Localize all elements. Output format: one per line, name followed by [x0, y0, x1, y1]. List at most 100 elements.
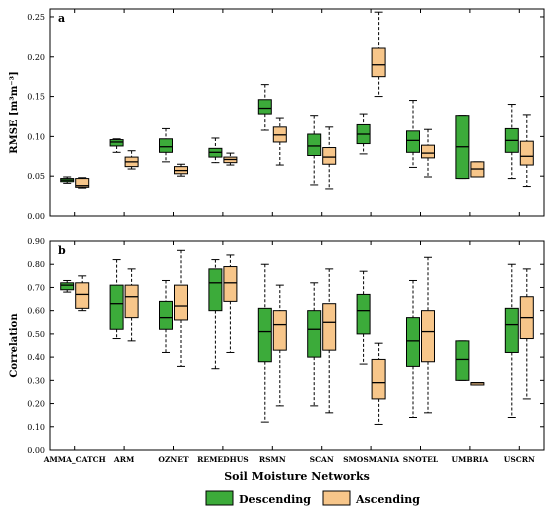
descending-box: [504, 263, 519, 418]
descending-box: [257, 263, 272, 423]
descending-box: [406, 100, 420, 168]
ascending-box: [371, 11, 386, 98]
iqr-box: [257, 307, 272, 363]
y-tick-label: 0.90: [27, 237, 45, 246]
descending-box: [307, 282, 322, 407]
ascending-box: [272, 117, 287, 166]
y-tick-label: 0.25: [27, 13, 45, 22]
descending-box: [406, 279, 420, 418]
y-tick-label: 0.10: [27, 423, 45, 432]
legend-swatch: [205, 490, 234, 506]
descending-box: [356, 113, 371, 155]
legend-label: Ascending: [355, 493, 420, 506]
ascending-box: [223, 152, 238, 166]
iqr-box: [75, 282, 90, 309]
y-tick-label: 0.80: [27, 260, 45, 269]
iqr-box: [109, 284, 124, 330]
plot-frame: [49, 240, 545, 451]
descending-box: [159, 127, 173, 163]
iqr-box: [208, 268, 223, 312]
x-tick-label: REMEDHUS: [197, 455, 249, 464]
y-tick-label: 0.10: [27, 132, 45, 141]
ascending-box: [470, 161, 485, 178]
descending-box: [307, 115, 322, 186]
descending-box: [60, 176, 75, 184]
iqr-box: [504, 307, 519, 353]
descending-box: [356, 270, 371, 365]
y-tick-label: 0.00: [27, 212, 45, 221]
descending-box: [208, 137, 223, 164]
ascending-box: [519, 268, 534, 400]
y-tick-label: 0.60: [27, 307, 45, 316]
iqr-box: [421, 144, 435, 159]
descending-box: [257, 84, 272, 131]
x-tick-label: UMBRIA: [452, 455, 489, 464]
ascending-box: [322, 126, 337, 190]
x-axis-label: Soil Moisture Networks: [224, 470, 370, 483]
descending-box: [504, 104, 519, 180]
iqr-box: [307, 310, 322, 358]
x-tick-label: AMMA_CATCH: [43, 455, 106, 464]
ascending-box: [272, 284, 287, 407]
legend-swatch: [322, 490, 351, 506]
rmse-panel: a 0.00 0.05 0.10 0.15 0.20 0.25 RMSE [m³m⁻³]: [9, 8, 545, 221]
iqr-box: [455, 340, 470, 381]
y-tick-label: 0.20: [27, 53, 45, 62]
iqr-box: [519, 140, 534, 166]
x-tick-label: OZNET: [158, 455, 189, 464]
iqr-box: [322, 303, 337, 351]
ascending-box: [75, 177, 90, 189]
ascending-box: [421, 256, 435, 414]
iqr-box: [109, 139, 124, 147]
ascending-box: [223, 254, 238, 353]
iqr-box: [174, 284, 188, 321]
descending-box: [455, 340, 470, 381]
iqr-box: [371, 358, 386, 400]
iqr-box: [272, 310, 287, 351]
ascending-box: [124, 268, 139, 342]
y-axis-label: Correlation: [9, 313, 20, 378]
ascending-box: [470, 382, 485, 386]
ascending-box: [75, 275, 90, 312]
ascending-box: [124, 150, 139, 170]
ascending-box: [174, 163, 188, 177]
x-tick-label: SMOSMANIA: [343, 455, 399, 464]
descending-box: [109, 259, 124, 340]
ascending-box: [519, 114, 534, 188]
y-tick-label: 0.50: [27, 330, 45, 339]
panel-label: a: [58, 12, 65, 25]
iqr-box: [406, 317, 420, 367]
ascending-box: [421, 128, 435, 178]
ascending-box: [322, 268, 337, 414]
x-tick-label: USCRN: [504, 455, 535, 464]
iqr-box: [159, 300, 173, 330]
ascending-box: [174, 249, 188, 367]
ascending-box: [371, 342, 386, 425]
x-tick-label: RSMN: [259, 455, 286, 464]
iqr-box: [406, 130, 420, 153]
y-tick-label: 0.20: [27, 400, 45, 409]
iqr-box: [223, 266, 238, 302]
iqr-box: [322, 147, 337, 165]
iqr-box: [75, 178, 90, 188]
y-axis-label: RMSE [m³m⁻³]: [9, 71, 20, 153]
iqr-box: [159, 138, 173, 153]
iqr-box: [257, 99, 272, 115]
iqr-box: [60, 282, 75, 291]
descending-box: [60, 279, 75, 293]
y-tick-label: 0.00: [27, 446, 45, 455]
legend-label: Descending: [239, 493, 311, 506]
descending-box: [159, 279, 173, 353]
iqr-box: [371, 47, 386, 78]
y-tick-label: 0.15: [27, 93, 45, 102]
y-tick-label: 0.70: [27, 283, 45, 292]
iqr-box: [307, 133, 322, 156]
y-tick-label: 0.30: [27, 376, 45, 385]
x-tick-label: ARM: [113, 455, 134, 464]
panel-label: b: [58, 244, 66, 257]
x-tick-label: SNOTEL: [403, 455, 439, 464]
descending-box: [455, 115, 470, 180]
iqr-box: [421, 310, 435, 363]
x-tick-label: SCAN: [310, 455, 334, 464]
